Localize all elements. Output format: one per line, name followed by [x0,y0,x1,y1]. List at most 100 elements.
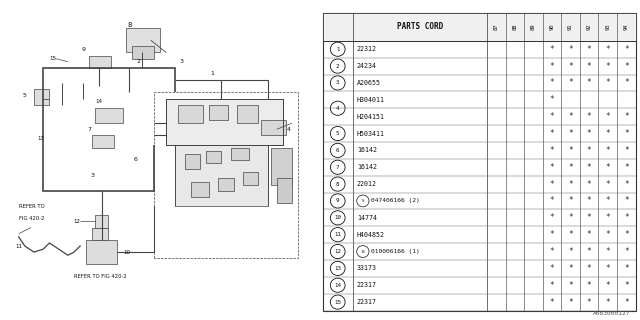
Text: *: * [550,61,554,71]
Text: *: * [587,196,591,205]
Text: *: * [605,163,610,172]
Text: REFER TO FIG 420-2: REFER TO FIG 420-2 [74,274,127,279]
Text: *: * [550,213,554,222]
Text: 10: 10 [123,250,130,255]
Text: H304011: H304011 [356,97,385,103]
Bar [209,105,228,120]
Text: *: * [624,163,628,172]
Text: *: * [587,281,591,290]
Text: B: B [362,250,364,253]
Text: *: * [550,129,554,138]
Text: *: * [624,196,628,205]
Text: *: * [624,180,628,188]
Text: 9: 9 [336,198,339,204]
Text: *: * [550,112,554,121]
Text: 010006166 (1): 010006166 (1) [371,249,419,254]
Text: *: * [605,61,610,71]
Text: *: * [605,264,610,273]
Bar [237,105,259,123]
Bar [92,228,108,240]
Text: *: * [587,247,591,256]
Text: *: * [568,180,573,188]
Text: 4: 4 [287,127,291,132]
Bar [271,148,292,185]
Text: *: * [587,129,591,138]
Text: 92: 92 [587,23,591,30]
Text: A083000127: A083000127 [593,311,630,316]
Text: *: * [624,264,628,273]
Bar [90,56,111,68]
Text: *: * [605,180,610,188]
Text: H204151: H204151 [356,114,385,120]
Text: *: * [568,146,573,155]
Text: 91: 91 [568,23,573,30]
Text: H503411: H503411 [356,131,385,137]
Text: *: * [605,213,610,222]
Text: 22012: 22012 [356,181,377,187]
Text: 93: 93 [605,23,610,30]
Text: *: * [587,163,591,172]
Text: *: * [568,247,573,256]
Text: 5: 5 [336,131,339,136]
Text: *: * [550,180,554,188]
Text: *: * [587,112,591,121]
Bar [179,105,203,123]
Text: *: * [568,78,573,87]
Text: *: * [587,230,591,239]
Text: 14: 14 [95,99,102,104]
Text: 3: 3 [179,59,184,64]
Text: *: * [568,163,573,172]
Text: 88: 88 [513,23,517,30]
Text: FIG 420-2: FIG 420-2 [19,216,44,221]
Text: *: * [587,78,591,87]
Text: *: * [550,247,554,256]
Text: 4: 4 [336,106,339,111]
Bar [95,108,123,123]
Text: *: * [550,196,554,205]
Text: REFER TO: REFER TO [19,204,44,209]
Bar [206,151,221,163]
Bar [323,12,636,41]
Bar [95,215,108,228]
Text: 13: 13 [334,266,341,271]
Bar [218,179,234,191]
Text: *: * [624,146,628,155]
Text: 5: 5 [23,93,27,98]
Bar [276,179,292,203]
Bar [184,154,200,169]
Text: *: * [568,264,573,273]
Text: *: * [605,298,610,307]
Text: 10: 10 [334,215,341,220]
Text: 11: 11 [15,244,22,249]
Text: *: * [587,213,591,222]
Text: *: * [568,213,573,222]
Text: *: * [624,112,628,121]
Bar [230,148,249,160]
Text: *: * [624,281,628,290]
Text: 12: 12 [73,219,80,224]
Text: 2: 2 [336,64,339,68]
Text: 16142: 16142 [356,164,377,170]
Text: *: * [587,264,591,273]
Bar [191,181,209,197]
Text: PARTS CORD: PARTS CORD [397,22,443,31]
Text: *: * [605,281,610,290]
Text: *: * [568,112,573,121]
Text: 22312: 22312 [356,46,377,52]
Bar [261,120,286,135]
Text: *: * [587,298,591,307]
Bar [86,240,117,264]
Text: 22317: 22317 [356,282,377,288]
Text: *: * [587,45,591,54]
Text: 87: 87 [494,23,499,30]
Text: 15: 15 [49,56,56,61]
Text: 8: 8 [336,181,339,187]
Text: *: * [550,95,554,104]
Text: 24234: 24234 [356,63,377,69]
Text: 7: 7 [336,165,339,170]
Text: S: S [362,199,364,203]
Bar [243,172,259,185]
Text: *: * [624,45,628,54]
Text: *: * [605,45,610,54]
Text: *: * [587,180,591,188]
